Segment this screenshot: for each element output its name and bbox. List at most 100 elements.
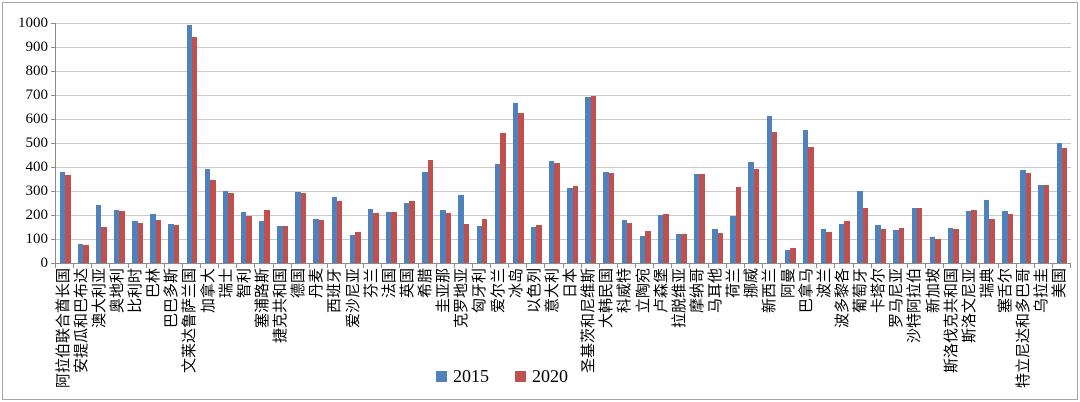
x-axis-category-label: 圭亚那 <box>436 268 453 314</box>
bar-2020 <box>771 132 778 263</box>
x-axis-tick-mark <box>381 264 383 268</box>
x-axis-tick-mark <box>580 264 582 268</box>
bar-2015 <box>95 204 102 263</box>
y-axis-tick-label: 800 <box>25 62 49 79</box>
x-axis-category-label: 摩纳哥 <box>689 268 706 314</box>
x-axis-tick-mark <box>598 264 600 268</box>
x-axis-tick-mark <box>1070 264 1071 268</box>
x-axis-category-label: 冰岛 <box>508 268 525 299</box>
x-axis-tick-mark <box>91 264 93 268</box>
bar-2015 <box>422 171 428 263</box>
x-axis-category-label: 斯洛文尼亚 <box>961 268 978 344</box>
bar-2015 <box>748 162 754 263</box>
x-axis-category-label: 挪威 <box>744 268 761 299</box>
x-axis-category-label: 拉脱维亚 <box>671 268 688 329</box>
x-axis-category-label: 立陶宛 <box>635 268 652 314</box>
y-axis-tick-mark <box>51 47 55 48</box>
bar-2020 <box>935 238 941 263</box>
x-axis-category-label: 阿曼 <box>780 268 797 299</box>
x-axis-category-label: 丹麦 <box>309 268 326 299</box>
x-axis-tick-mark <box>399 264 401 268</box>
x-axis-category-label: 科威特 <box>617 268 634 314</box>
bar-2020 <box>608 173 615 263</box>
y-axis-tick-mark <box>51 239 55 240</box>
bar-2015 <box>331 197 337 263</box>
bar-2020 <box>173 224 180 263</box>
bar-2015 <box>1002 210 1008 263</box>
bar-2015 <box>694 173 700 263</box>
bar-2020 <box>626 222 633 263</box>
bar-2020 <box>373 213 379 263</box>
x-axis-tick-mark <box>272 264 274 268</box>
bar-2015 <box>385 212 392 263</box>
x-axis-tick-mark <box>852 264 854 268</box>
bar-2020 <box>590 95 597 263</box>
x-axis-tick-mark <box>345 264 346 268</box>
x-axis-tick-mark <box>906 264 908 268</box>
bar-2020 <box>445 213 452 263</box>
bar-2020 <box>699 173 705 263</box>
bar-2020 <box>83 245 89 263</box>
x-axis-tick-mark <box>870 264 872 268</box>
gridline <box>56 94 1071 96</box>
bar-2015 <box>114 209 120 263</box>
bar-2020 <box>717 233 723 263</box>
bar-2015 <box>766 115 772 263</box>
x-axis-category-label: 西班牙 <box>327 268 344 314</box>
x-axis-category-label: 奥地利 <box>109 268 126 314</box>
bar-2015 <box>132 220 138 263</box>
bar-2015 <box>603 172 609 263</box>
y-axis-tick-label: 1000 <box>18 14 48 31</box>
x-axis-category-label: 爱尔兰 <box>490 268 507 314</box>
x-axis-category-label: 阿拉伯联合酋长国 <box>55 268 72 389</box>
x-axis-category-label: 以色列 <box>526 268 543 314</box>
x-axis-tick-mark <box>925 264 926 268</box>
bar-2015 <box>675 233 682 263</box>
bar-2015 <box>458 195 464 263</box>
bar-2015 <box>712 229 718 263</box>
x-axis-tick-mark <box>290 264 292 268</box>
x-axis-tick-mark <box>308 264 310 268</box>
x-axis-category-label: 特立尼达和多巴哥 <box>1016 268 1033 389</box>
bar-2020 <box>65 174 71 263</box>
bar-2015 <box>367 208 374 263</box>
y-axis-tick-mark <box>51 191 55 192</box>
bar-2020 <box>1043 184 1050 263</box>
x-axis-tick-mark <box>653 264 655 268</box>
x-axis-tick-mark <box>127 264 129 268</box>
bar-2015 <box>494 164 501 263</box>
x-axis-category-label: 智利 <box>236 268 253 299</box>
bar-2015 <box>911 208 917 263</box>
bar-2020 <box>681 233 687 263</box>
x-axis-tick-mark <box>471 264 473 268</box>
bar-2015 <box>277 225 283 263</box>
x-axis-tick-mark <box>490 264 491 268</box>
x-axis-category-label: 巴巴多斯 <box>164 268 181 329</box>
bar-2015 <box>893 230 899 263</box>
bar-2015 <box>240 212 247 263</box>
x-axis-category-label: 匈牙利 <box>472 268 489 314</box>
x-axis-category-label: 马耳他 <box>708 268 725 314</box>
x-axis-tick-mark <box>1033 264 1035 268</box>
legend: 2015 2020 <box>436 366 568 386</box>
x-axis-category-label: 沙特阿拉伯 <box>907 268 924 344</box>
y-axis-tick-mark <box>51 143 55 144</box>
x-axis-category-label: 大韩民国 <box>599 268 616 329</box>
x-axis-category-label: 爱沙尼亚 <box>345 268 362 329</box>
x-axis-category-label: 瑞士 <box>218 268 235 299</box>
bar-2015 <box>204 168 211 263</box>
x-axis-category-label: 塞舌尔 <box>998 268 1015 314</box>
bar-2015 <box>150 213 156 263</box>
bar-2020 <box>191 37 198 263</box>
bar-2015 <box>168 223 174 263</box>
x-axis-tick-mark <box>888 264 890 268</box>
bar-2015 <box>259 221 265 263</box>
x-axis-tick-mark <box>508 264 510 268</box>
x-axis-category-label: 美国 <box>1052 268 1069 299</box>
gridline <box>56 22 1071 24</box>
x-axis-tick-mark <box>725 264 727 268</box>
gridline <box>56 142 1071 144</box>
y-axis-tick-mark <box>51 71 55 72</box>
x-axis-tick-mark <box>254 264 256 268</box>
